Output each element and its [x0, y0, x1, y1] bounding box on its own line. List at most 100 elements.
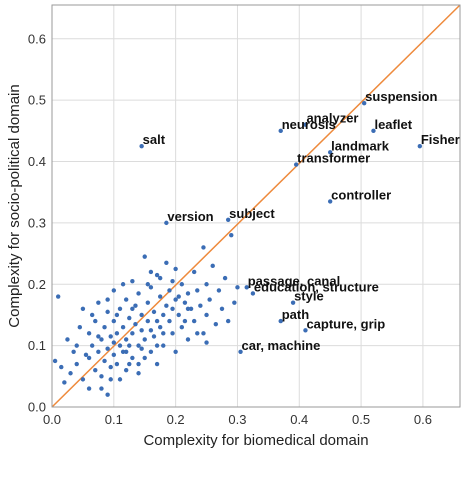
data-point — [133, 303, 138, 308]
data-point — [201, 331, 206, 336]
data-point — [89, 312, 95, 318]
labeled-data-point — [225, 217, 231, 223]
data-point — [102, 325, 107, 330]
data-point — [105, 297, 110, 302]
data-point — [99, 374, 104, 379]
data-point — [89, 343, 95, 348]
data-point — [71, 349, 76, 354]
data-point — [161, 331, 166, 336]
data-point — [77, 325, 83, 330]
data-point — [157, 275, 163, 281]
data-point — [93, 367, 98, 373]
data-point — [130, 306, 135, 312]
data-point — [210, 263, 215, 269]
data-point — [108, 364, 113, 370]
data-point — [176, 294, 181, 299]
data-point — [136, 343, 141, 348]
data-point — [130, 331, 135, 336]
labeled-data-point — [139, 143, 144, 149]
data-point — [114, 312, 120, 318]
y-axis-title: Complexity for socio-political domain — [6, 84, 23, 327]
x-tick-label: 0.4 — [290, 412, 308, 427]
x-tick-label: 0.6 — [414, 412, 432, 427]
data-point — [142, 254, 147, 259]
data-point — [130, 355, 135, 361]
data-point — [111, 352, 117, 358]
data-point — [102, 358, 107, 364]
data-point — [108, 334, 113, 339]
data-point — [80, 306, 86, 312]
data-point — [170, 278, 175, 284]
data-point — [139, 328, 144, 333]
data-point — [114, 361, 120, 367]
labeled-data-point — [417, 143, 423, 149]
data-point — [201, 245, 206, 250]
data-point — [182, 300, 188, 305]
data-point — [133, 321, 138, 327]
labeled-data-point — [290, 300, 296, 305]
point-label: capture, grip — [306, 316, 385, 331]
data-point — [86, 355, 92, 361]
data-point — [142, 337, 147, 342]
y-tick-label: 0.5 — [28, 93, 46, 108]
data-point — [139, 312, 144, 318]
data-point — [74, 343, 79, 348]
data-point — [185, 337, 191, 342]
data-point — [62, 380, 67, 385]
data-point — [120, 349, 126, 354]
point-label: transformer — [297, 151, 370, 166]
labeled-data-point — [238, 349, 243, 354]
y-tick-label: 0.2 — [28, 277, 46, 292]
data-point — [123, 349, 129, 354]
data-point — [59, 364, 64, 370]
data-point — [148, 269, 154, 275]
data-point — [161, 343, 166, 348]
data-point — [127, 315, 132, 321]
data-point — [173, 266, 178, 272]
data-point — [204, 340, 209, 345]
data-point — [229, 232, 234, 238]
x-tick-label: 0.2 — [167, 412, 185, 427]
data-point — [114, 331, 120, 336]
data-point — [83, 352, 89, 358]
data-point — [105, 309, 110, 315]
data-point — [52, 358, 58, 364]
point-label: path — [282, 307, 310, 322]
data-point — [204, 282, 209, 287]
data-point — [151, 334, 157, 339]
point-label: controller — [331, 187, 391, 202]
point-label: style — [294, 289, 324, 304]
data-point — [235, 285, 240, 290]
data-point — [130, 278, 135, 284]
data-point — [123, 367, 129, 373]
diagonal-line — [51, 4, 461, 408]
data-point — [170, 331, 175, 336]
data-point — [117, 306, 123, 312]
x-tick-labels: 0.0 0.1 0.2 0.3 0.4 0.5 0.6 — [43, 412, 432, 427]
data-point — [96, 349, 101, 354]
data-point — [191, 269, 197, 275]
data-point — [111, 340, 117, 345]
labeled-data-point — [244, 285, 249, 290]
data-point — [105, 346, 110, 351]
data-point — [145, 300, 151, 305]
data-point — [176, 312, 181, 318]
labeled-data-point — [303, 122, 308, 127]
point-label: neurosis — [282, 117, 336, 132]
data-point — [99, 337, 104, 342]
data-point — [213, 321, 219, 327]
data-point — [145, 318, 151, 324]
data-point — [108, 377, 113, 382]
point-label: car, machine — [242, 338, 321, 353]
data-point — [222, 275, 228, 281]
point-label: analyzer — [306, 111, 358, 126]
data-point — [207, 297, 212, 302]
y-tick-labels: 0.0 0.1 0.2 0.3 0.4 0.5 0.6 — [28, 31, 46, 414]
labeled-data-point — [250, 291, 256, 296]
data-point — [170, 306, 175, 312]
data-point — [65, 337, 70, 342]
data-point — [117, 343, 123, 348]
data-point — [148, 349, 154, 354]
data-point — [117, 377, 123, 382]
